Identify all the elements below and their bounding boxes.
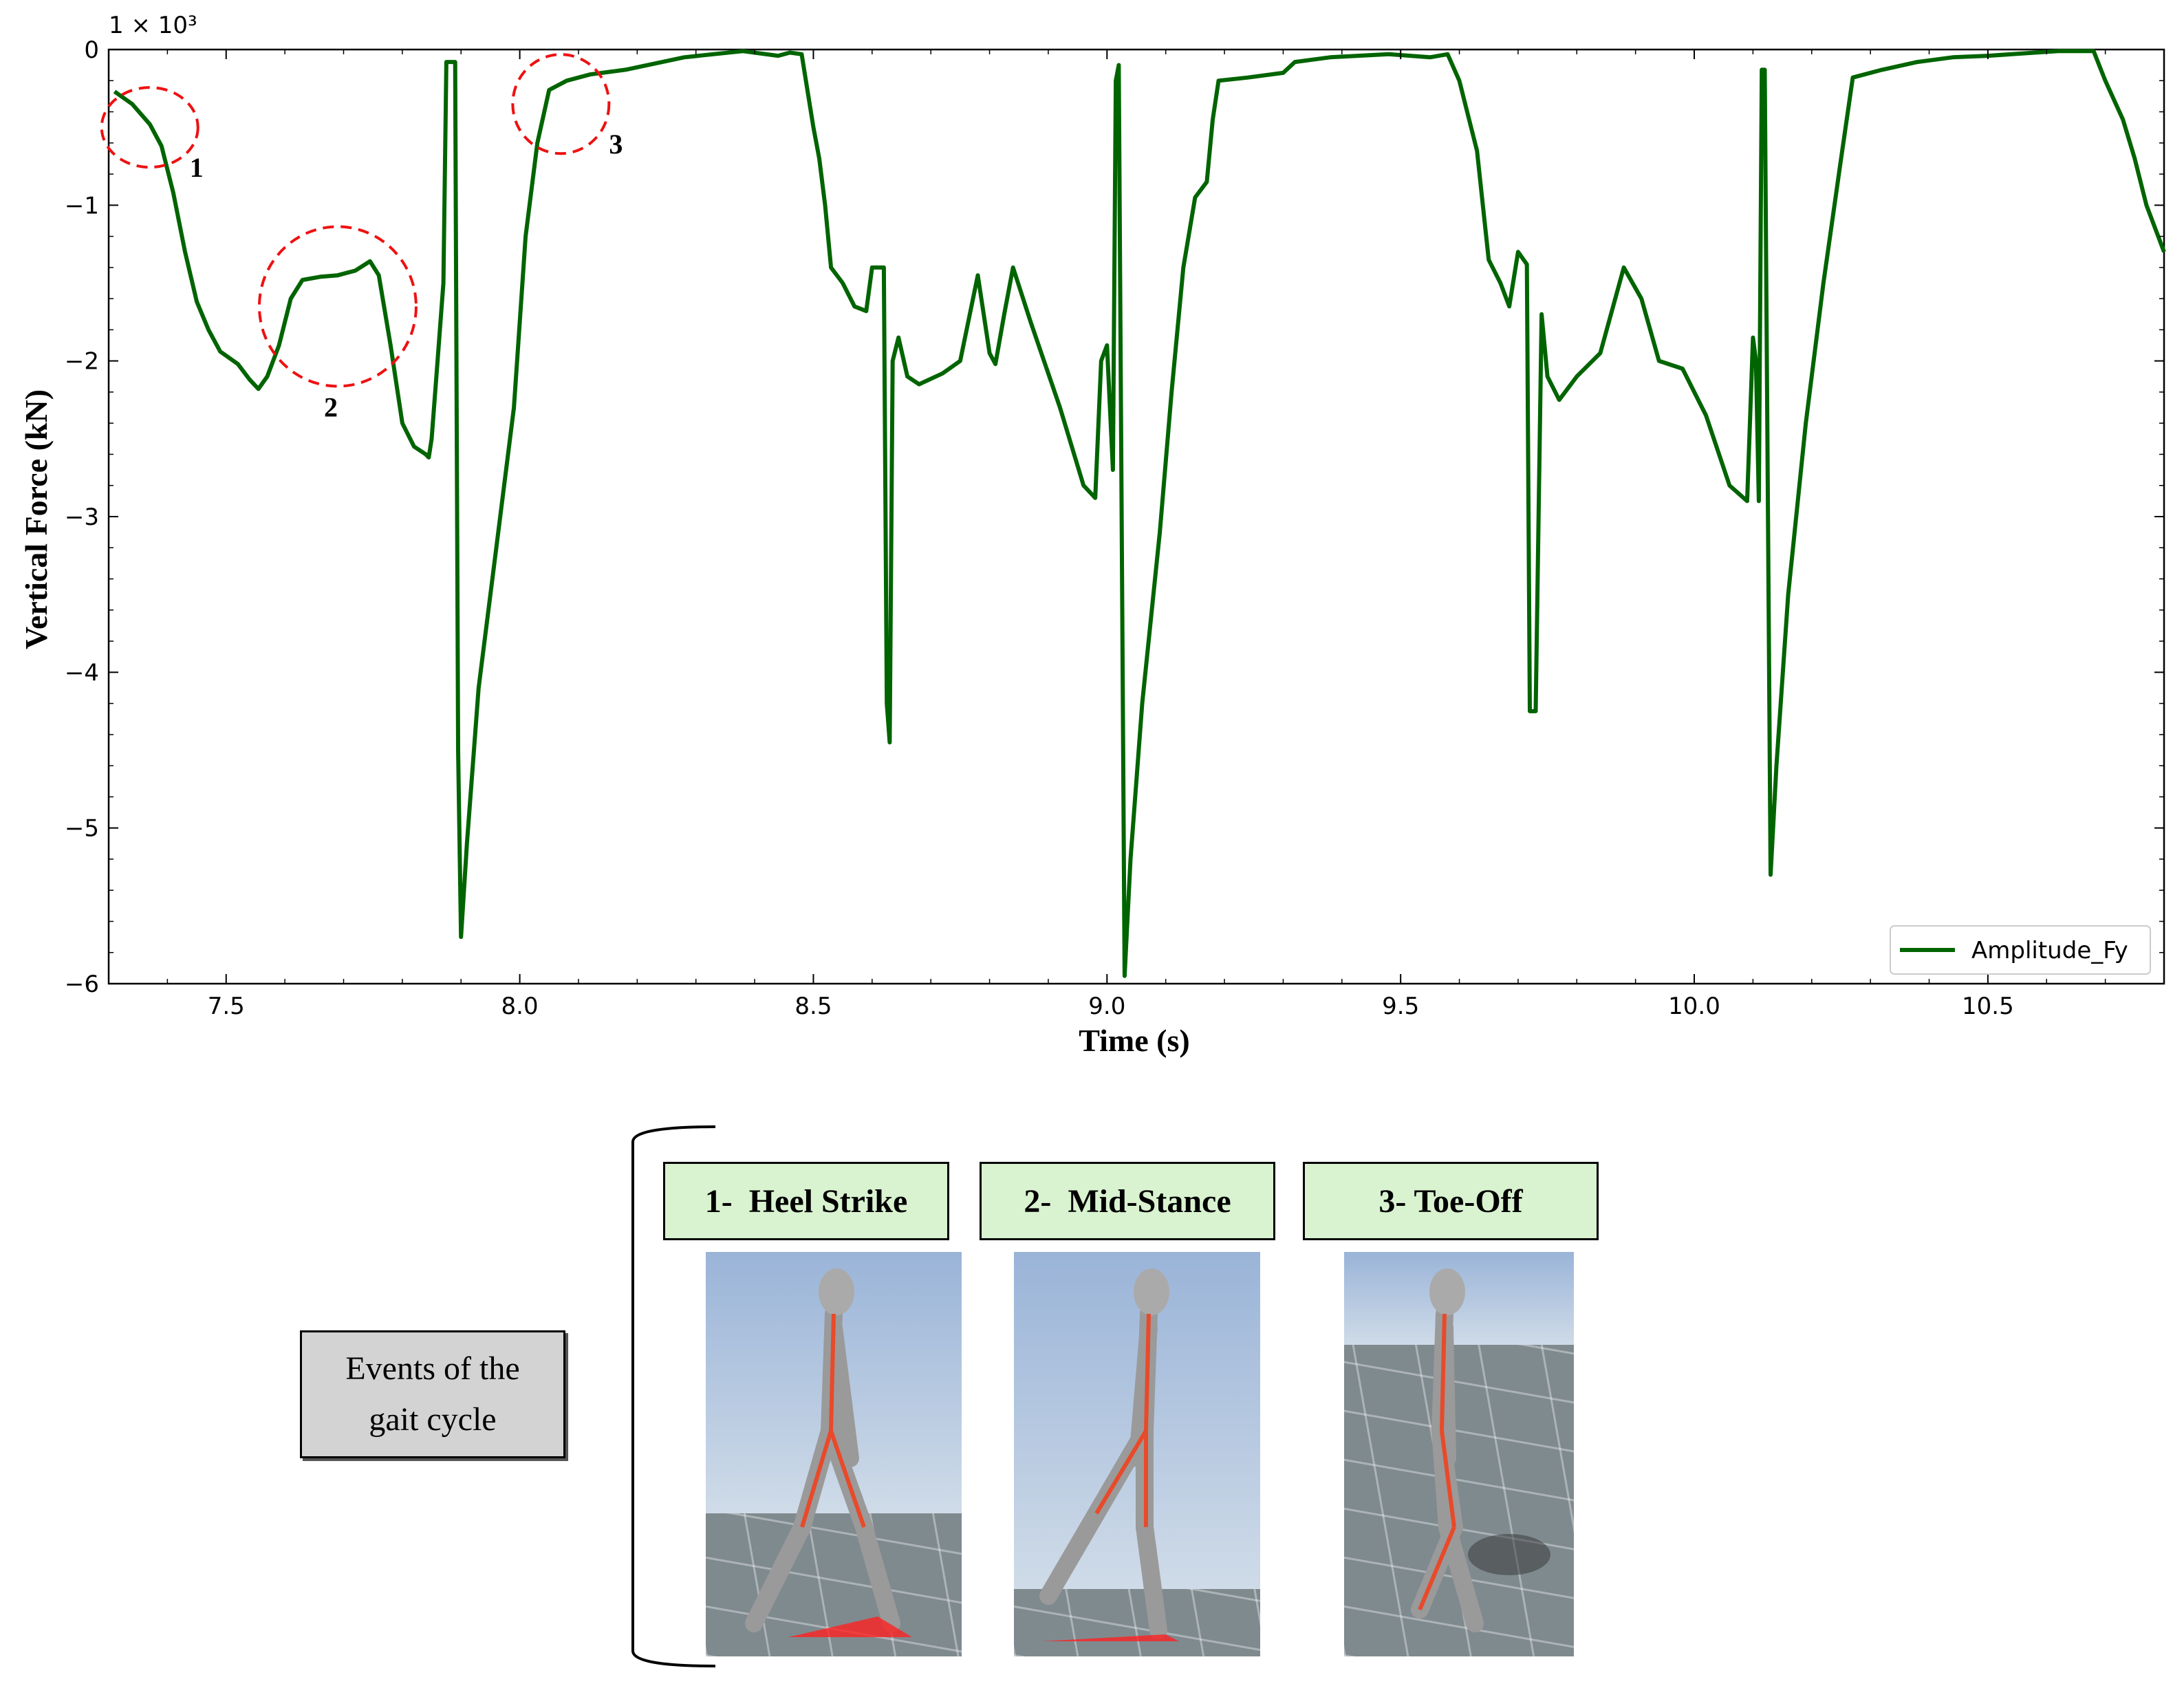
toe-off-figure (1344, 1252, 1574, 1656)
y-tick-label: −2 (65, 348, 99, 376)
y-tick-label: −6 (65, 971, 99, 998)
x-axis-title: Time (s) (1079, 1023, 1189, 1058)
axis-ticks: 7.5 8.0 8.5 9.0 9.5 10.0 10.5 0 −1 −2 −3 −4 −5 −6 (65, 36, 2165, 1020)
x-tick-label: 8.0 (501, 993, 539, 1020)
x-tick-label: 8.5 (794, 993, 832, 1020)
y-tick-label: 0 (84, 36, 99, 64)
bracket (631, 1125, 716, 1667)
y-multiplier-label: 1 × 10³ (109, 12, 197, 39)
annotation-circle (100, 86, 199, 169)
gait-cycle-label: Events of the gait cycle (300, 1330, 565, 1458)
x-tick-label: 9.0 (1088, 993, 1125, 1020)
annotation-circle (257, 225, 418, 388)
y-tick-label: −1 (65, 192, 99, 219)
y-tick-label: −5 (65, 815, 99, 843)
event-box-heel-strike: 1- Heel Strike (663, 1162, 949, 1240)
annotation-label: 2 (324, 391, 338, 422)
x-tick-label: 10.5 (1962, 993, 2014, 1020)
plot-frame (107, 48, 2165, 985)
annotations: 1 2 3 (100, 53, 623, 422)
event-box-toe-off: 3- Toe-Off (1303, 1162, 1599, 1240)
y-tick-label: −3 (65, 504, 99, 531)
x-tick-label: 10.0 (1668, 993, 1720, 1020)
event-box-mid-stance: 2- Mid-Stance (980, 1162, 1275, 1240)
y-tick-label: −4 (65, 659, 99, 687)
series-line-amplitude-fy (113, 49, 2166, 978)
heel-strike-figure (706, 1252, 962, 1656)
annotation-label: 3 (609, 129, 623, 160)
legend-entry: Amplitude_Fy (1971, 937, 2128, 964)
x-tick-label: 9.5 (1382, 993, 1419, 1020)
mid-stance-figure (1014, 1252, 1260, 1656)
legend: Amplitude_Fy (1890, 925, 2151, 975)
y-axis-title: Vertical Force (kN) (19, 389, 54, 649)
x-tick-label: 7.5 (208, 993, 245, 1020)
legend-box (1890, 925, 2151, 975)
annotation-label: 1 (190, 152, 204, 183)
force-chart: 7.5 8.0 8.5 9.0 9.5 10.0 10.5 0 −1 −2 −3 −4 −5 −6 1 2 3… (19, 12, 2166, 1058)
annotation-circle (511, 53, 611, 155)
plot-area (107, 48, 2166, 985)
